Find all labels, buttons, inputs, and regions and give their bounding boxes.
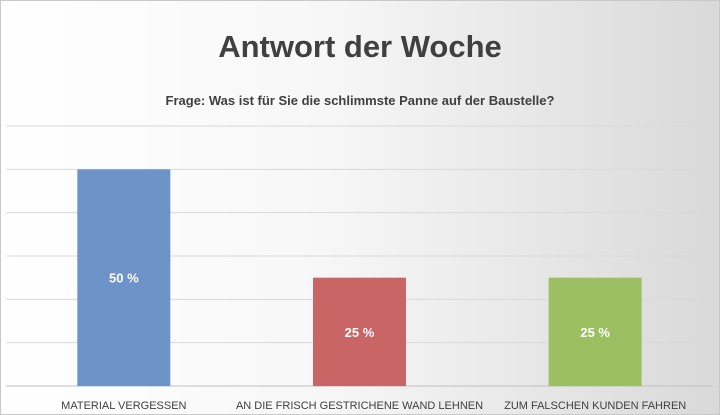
bar: [77, 169, 171, 386]
data-label: 25 %: [345, 325, 375, 340]
chart-title: Antwort der Woche: [218, 29, 502, 64]
category-label: AN DIE FRISCH GESTRICHENE WAND LEHNEN: [236, 400, 483, 412]
bar: [548, 277, 642, 386]
category-label: ZUM FALSCHEN KUNDEN FAHREN: [504, 400, 686, 412]
category-label: MATERIAL VERGESSEN: [61, 400, 186, 412]
bar: [313, 277, 406, 386]
chart-subtitle: Frage: Was ist für Sie die schlimmste Pa…: [165, 93, 555, 108]
data-label: 50 %: [109, 271, 139, 286]
data-label: 25 %: [580, 325, 610, 340]
